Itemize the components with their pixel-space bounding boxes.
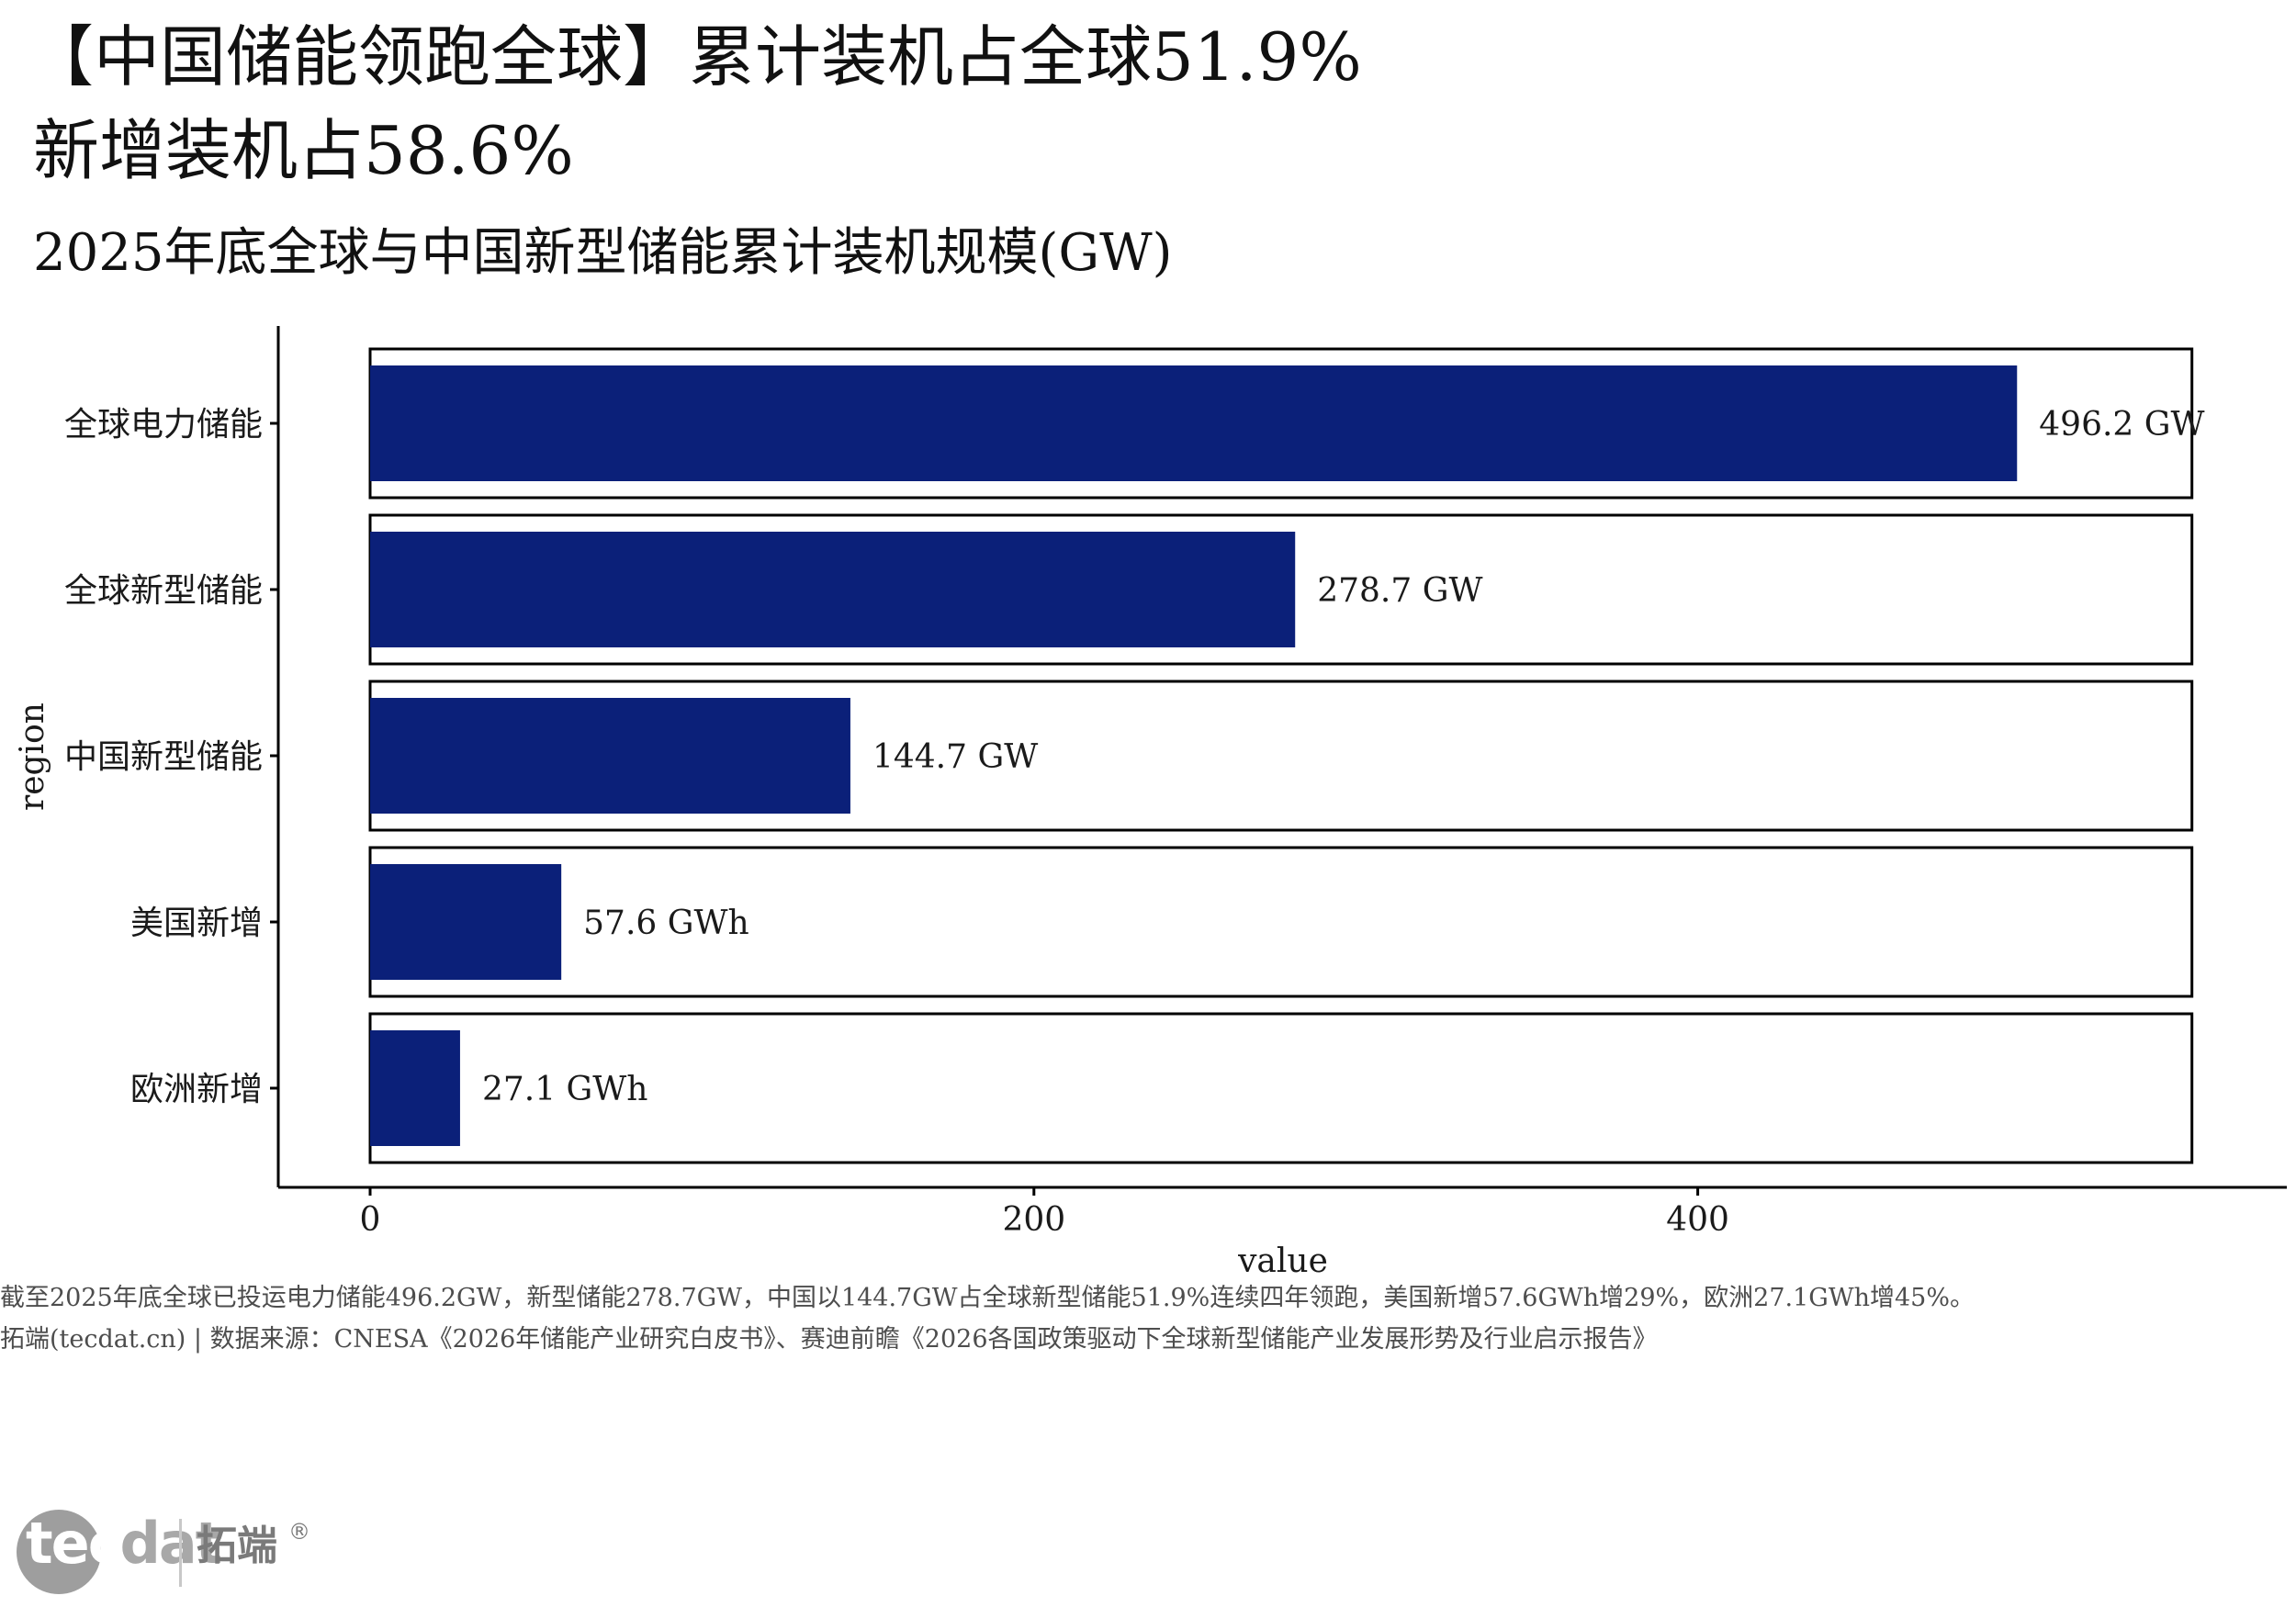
logo-circle-mark xyxy=(17,1510,101,1594)
footnote-source: 拓端(tecdat.cn) | 数据来源：CNESA《2026年储能产业研究白皮… xyxy=(0,1325,1658,1354)
chart-title-line-1: 【中国储能领跑全球】累计装机占全球51.9% xyxy=(28,18,1362,96)
logo-word-tec: tec xyxy=(26,1510,121,1577)
logo-divider xyxy=(179,1519,182,1587)
logo-wordmark: tecdat xyxy=(26,1515,222,1572)
x-tick-label: 0 xyxy=(360,1201,381,1239)
y-tick-label: 中国新型储能 xyxy=(64,738,263,776)
bar xyxy=(370,864,562,980)
bar-chart: 496.2 GW 全球电力储能 278.7 GW 全球新型储能 144.7 GW 中国新型… xyxy=(14,326,2287,1280)
y-tick-label: 欧洲新增 xyxy=(130,1071,263,1108)
x-axis-title: value xyxy=(1237,1242,1328,1280)
bar-value-label: 278.7 GW xyxy=(1317,572,1482,610)
bar xyxy=(370,698,850,814)
y-tick-label: 美国新增 xyxy=(130,905,263,942)
chart-subtitle: 2025年底全球与中国新型储能累计装机规模(GW) xyxy=(33,223,1173,283)
bar-value-label: 496.2 GW xyxy=(2039,406,2204,444)
x-tick-label: 200 xyxy=(1002,1201,1065,1239)
logo-word-dat: dat xyxy=(119,1510,222,1577)
y-tick-label: 全球电力储能 xyxy=(64,406,263,444)
footnote-summary: 截至2025年底全球已投运电力储能496.2GW，新型储能278.7GW，中国以… xyxy=(0,1284,1975,1312)
bar-value-label: 57.6 GWh xyxy=(583,905,749,942)
tecdat-logo: tecdat 拓端 ® xyxy=(17,1506,310,1598)
bar-value-label: 144.7 GW xyxy=(872,738,1038,776)
bar xyxy=(370,1030,460,1146)
bar xyxy=(370,532,1296,647)
logo-chinese-name: 拓端 xyxy=(197,1523,277,1569)
bar xyxy=(370,365,2018,481)
logo-registered-mark: ® xyxy=(288,1519,310,1545)
x-tick-label: 400 xyxy=(1666,1201,1729,1239)
chart-title-line-2: 新增装机占58.6% xyxy=(33,112,574,189)
y-tick-label: 全球新型储能 xyxy=(64,572,263,610)
bar-value-label: 27.1 GWh xyxy=(482,1071,648,1108)
y-axis-title: region xyxy=(14,702,51,811)
